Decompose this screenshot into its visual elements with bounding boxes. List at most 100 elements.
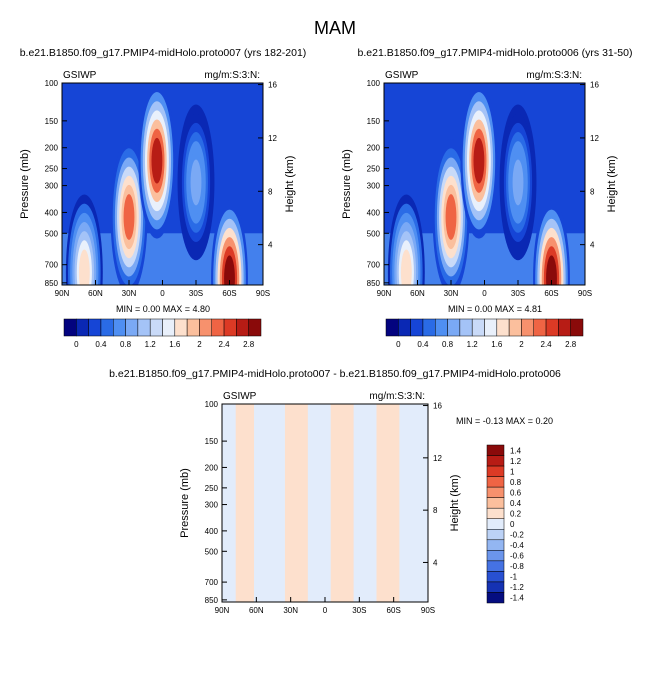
y-tick-label: 200 bbox=[367, 144, 381, 153]
x-tick-label: 90S bbox=[578, 289, 592, 298]
x-tick-label: 60N bbox=[88, 289, 103, 298]
left-label: GSIWP bbox=[385, 70, 419, 81]
colorbar-label: 0 bbox=[74, 340, 79, 349]
y-tick-label: 150 bbox=[45, 117, 59, 126]
y2-tick-label: 16 bbox=[590, 81, 599, 90]
colorbar-cell bbox=[162, 318, 176, 337]
colorbar-cell bbox=[125, 318, 139, 337]
y-tick-label: 700 bbox=[367, 261, 381, 270]
colorbar-label: 2 bbox=[519, 340, 524, 349]
y-tick-label: 100 bbox=[205, 400, 219, 409]
right-label: mg/m:S:3:N: bbox=[369, 391, 425, 402]
x-tick-label: 30S bbox=[352, 606, 366, 615]
positive-band-1 bbox=[235, 404, 255, 602]
colorbar-label: -1 bbox=[510, 573, 518, 582]
colorbar-cell bbox=[486, 571, 505, 583]
colorbar-label: -0.8 bbox=[510, 562, 524, 571]
colorbar-cell bbox=[533, 318, 547, 337]
colorbar-cell bbox=[486, 560, 505, 572]
colorbar-label: 0 bbox=[510, 520, 515, 529]
colorbar-cell bbox=[211, 318, 225, 337]
x-tick-label: 30N bbox=[444, 289, 459, 298]
colorbar-cell bbox=[236, 318, 249, 337]
colorbar-label: 0.8 bbox=[442, 340, 454, 349]
y-tick-label: 100 bbox=[367, 79, 381, 88]
y-tick-label: 200 bbox=[205, 463, 219, 472]
colorbar-label: 2 bbox=[197, 340, 202, 349]
colorbar-label: 1.4 bbox=[510, 446, 522, 455]
y-tick-label: 700 bbox=[45, 261, 59, 270]
y2-axis-label: Height (km) bbox=[606, 156, 618, 213]
colorbar-label: 0.6 bbox=[510, 488, 522, 497]
colorbar-label: 0.4 bbox=[95, 340, 107, 349]
y-tick-label: 850 bbox=[367, 279, 381, 288]
y2-tick-label: 8 bbox=[433, 506, 438, 515]
x-tick-label: 60S bbox=[544, 289, 558, 298]
y2-tick-label: 8 bbox=[268, 187, 273, 196]
x-tick-label: 90N bbox=[215, 606, 230, 615]
colorbar-cell bbox=[486, 581, 505, 593]
colorbar-cell bbox=[558, 318, 571, 337]
y2-tick-label: 8 bbox=[590, 187, 595, 196]
colorbar-label: 0.4 bbox=[510, 499, 522, 508]
field bbox=[62, 83, 263, 285]
right-label: mg/m:S:3:N: bbox=[204, 70, 260, 81]
x-tick-label: 0 bbox=[323, 606, 328, 615]
x-tick-label: 90S bbox=[256, 289, 270, 298]
colorbar-cell bbox=[137, 318, 151, 337]
y-tick-label: 200 bbox=[45, 144, 59, 153]
left-label: GSIWP bbox=[223, 391, 257, 402]
x-tick-label: 0 bbox=[160, 289, 165, 298]
y2-tick-label: 4 bbox=[590, 241, 595, 250]
y-tick-label: 150 bbox=[205, 437, 219, 446]
y2-tick-label: 16 bbox=[268, 81, 277, 90]
data-blob-5 bbox=[512, 159, 524, 206]
colorbar-cell bbox=[486, 486, 505, 498]
colorbar-cell bbox=[76, 318, 89, 337]
colorbar-cell bbox=[486, 539, 505, 551]
colorbar-cell bbox=[410, 318, 424, 337]
y-tick-label: 300 bbox=[205, 501, 219, 510]
y-tick-label: 100 bbox=[45, 79, 59, 88]
y2-axis-label: Height (km) bbox=[449, 475, 461, 532]
y-tick-label: 850 bbox=[205, 596, 219, 605]
y-tick-label: 150 bbox=[367, 117, 381, 126]
colorbar-cell bbox=[223, 318, 237, 337]
y-tick-label: 300 bbox=[367, 182, 381, 191]
colorbar-cell bbox=[486, 592, 505, 604]
x-tick-label: 30S bbox=[189, 289, 203, 298]
colorbar-label: -0.4 bbox=[510, 541, 524, 550]
colorbar-label: 0.2 bbox=[510, 509, 522, 518]
panel-title: b.e21.B1850.f09_g17.PMIP4-midHolo.proto0… bbox=[358, 47, 633, 59]
x-tick-label: 90S bbox=[421, 606, 435, 615]
colorbar-cell bbox=[447, 318, 461, 337]
colorbar-cell bbox=[508, 318, 522, 337]
colorbar-label: -1.4 bbox=[510, 594, 524, 603]
y-tick-label: 250 bbox=[45, 165, 59, 174]
colorbar-cell bbox=[545, 318, 559, 337]
y2-tick-label: 12 bbox=[268, 134, 277, 143]
colorbar-cell bbox=[521, 318, 534, 337]
y-tick-label: 400 bbox=[45, 208, 59, 217]
field bbox=[384, 83, 585, 285]
colorbar-cell bbox=[570, 318, 584, 337]
colorbar-cell bbox=[486, 529, 505, 541]
colorbar-label: -0.6 bbox=[510, 552, 524, 561]
y-tick-label: 400 bbox=[205, 527, 219, 536]
colorbar-cell bbox=[486, 507, 505, 519]
data-blob-2 bbox=[473, 137, 485, 184]
colorbar-label: 1.2 bbox=[145, 340, 157, 349]
colorbar-label: 2.4 bbox=[219, 340, 231, 349]
chart-panel-3: b.e21.B1850.f09_g17.PMIP4-midHolo.proto0… bbox=[109, 368, 561, 615]
colorbar-label: 1.6 bbox=[491, 340, 503, 349]
data-blob-5 bbox=[190, 159, 202, 206]
positive-band-3 bbox=[330, 404, 354, 602]
y-tick-label: 500 bbox=[367, 229, 381, 238]
stats-text: MIN = 0.00 MAX = 4.80 bbox=[116, 304, 210, 314]
x-tick-label: 60N bbox=[249, 606, 264, 615]
y-tick-label: 700 bbox=[205, 578, 219, 587]
colorbar-label: 0 bbox=[396, 340, 401, 349]
colorbar-cell bbox=[459, 318, 473, 337]
y2-tick-label: 4 bbox=[433, 558, 438, 567]
